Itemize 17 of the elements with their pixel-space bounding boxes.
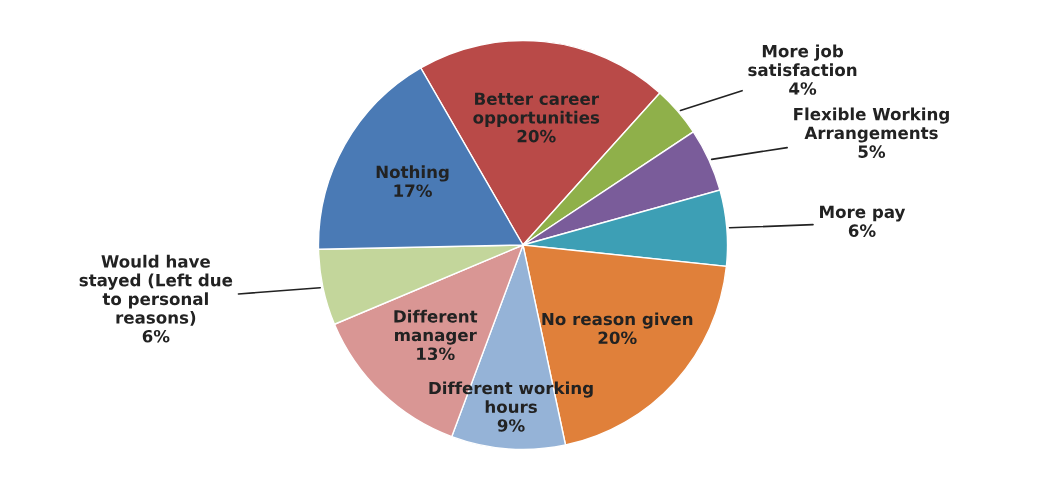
slice-label: Different manager xyxy=(394,309,478,345)
slice-label: Flexible Working Arrangements xyxy=(794,107,949,143)
data-label: 6% xyxy=(142,329,170,343)
data-label: 20% xyxy=(517,129,556,143)
data-label: 6% xyxy=(848,224,876,237)
data-label: 13% xyxy=(417,347,455,361)
slice-label: Would have stayed (Left due to personal reasons) xyxy=(79,254,233,326)
data-label: 4% xyxy=(789,82,817,95)
data-label: 20% xyxy=(598,331,637,345)
data-label: 17% xyxy=(394,184,432,197)
slice-label: More job satisfaction xyxy=(748,44,857,77)
slice-label: More pay xyxy=(820,205,906,222)
slice-label: Nothing xyxy=(376,165,449,182)
data-label: 5% xyxy=(858,145,886,158)
slice-label: No reason given xyxy=(542,312,693,329)
data-label: 9% xyxy=(497,419,525,432)
slice-label: Better career opportunities xyxy=(473,92,600,127)
